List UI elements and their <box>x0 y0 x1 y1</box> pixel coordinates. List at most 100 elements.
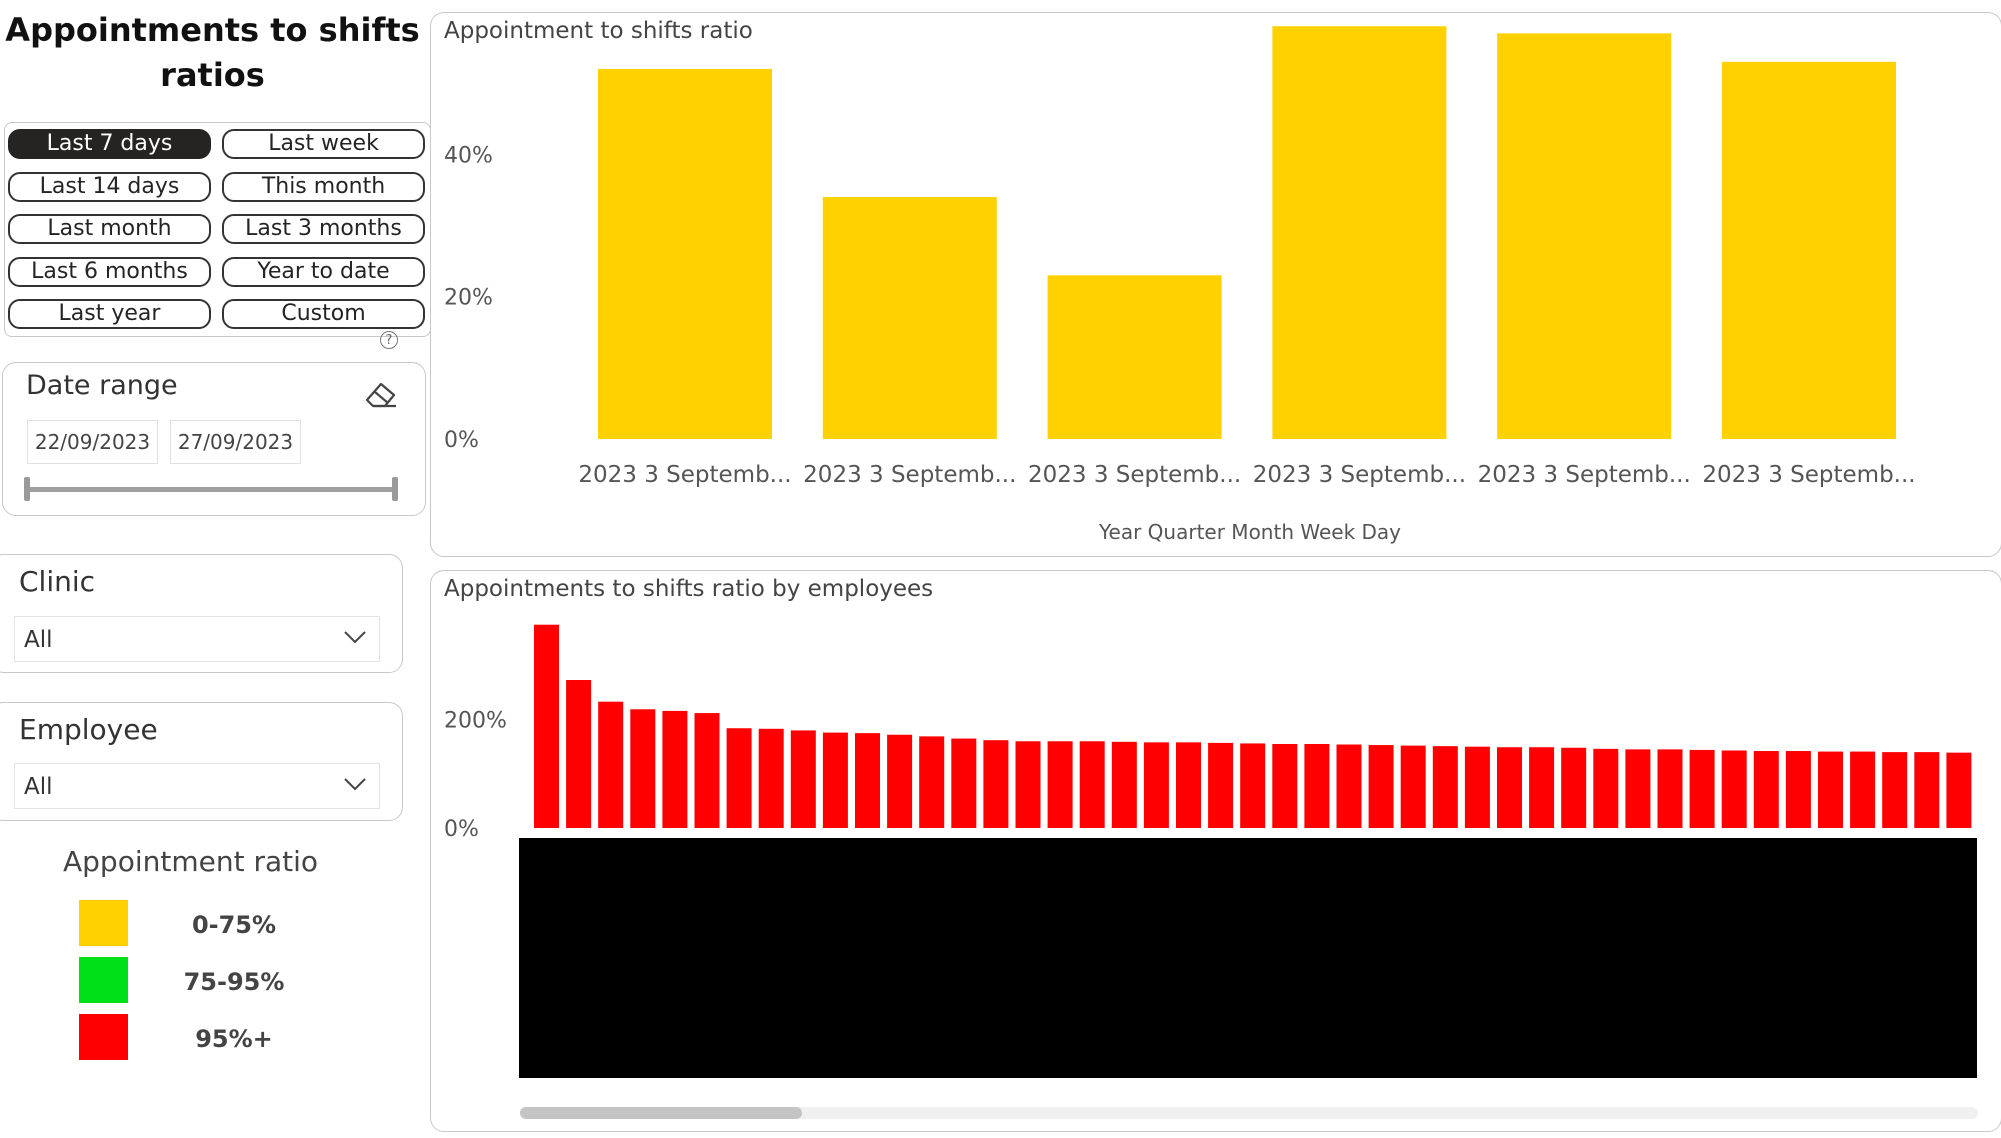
clinic-dropdown[interactable]: All <box>14 616 380 662</box>
bar <box>1914 752 1940 828</box>
bar <box>1946 752 1972 828</box>
legend-label-low: 0-75% <box>191 911 277 939</box>
bar <box>534 624 559 828</box>
bar <box>1882 752 1908 828</box>
legend-label-high: 95%+ <box>195 1025 273 1053</box>
chart-scrollbar-thumb[interactable] <box>520 1107 802 1119</box>
bar <box>566 680 592 828</box>
chevron-down-icon <box>344 778 366 791</box>
bar <box>1208 742 1234 828</box>
bar <box>1111 741 1137 828</box>
date-slider-end-handle[interactable] <box>392 477 398 501</box>
legend-label-mid: 75-95% <box>183 968 285 996</box>
clinic-dropdown-value: All <box>24 627 53 653</box>
legend-title: Appointment ratio <box>63 845 319 878</box>
employee-dropdown-value: All <box>24 774 53 800</box>
help-icon[interactable]: ? <box>380 331 398 349</box>
bar <box>1368 745 1394 828</box>
bar <box>598 68 772 439</box>
chevron-down-icon <box>344 631 366 644</box>
bar <box>1497 33 1672 439</box>
period-button-year-to-date[interactable]: Year to date <box>222 256 425 287</box>
bar <box>822 732 848 828</box>
y-tick-label: 0% <box>444 817 479 842</box>
legend-swatch-low <box>79 900 128 946</box>
ratio-chart: 0% 20% 40% 2023 3 Septemb... 2023 3 Septemb.… <box>444 26 1916 544</box>
bar <box>1657 749 1683 828</box>
date-range-title: Date range <box>26 370 178 401</box>
end-date-input[interactable]: 27/09/2023 <box>170 420 301 464</box>
clinic-slicer-title: Clinic <box>19 565 96 598</box>
bar <box>598 701 624 828</box>
bar <box>1464 746 1490 828</box>
bar <box>1272 26 1447 439</box>
bar <box>662 710 688 828</box>
period-button-last-6-months[interactable]: Last 6 months <box>8 256 211 287</box>
employee-chart-title: Appointments to shifts ratio by employee… <box>444 576 934 602</box>
legend-swatch-mid <box>79 957 128 1003</box>
date-slider-track[interactable] <box>26 487 396 492</box>
period-button-custom[interactable]: Custom <box>222 299 425 329</box>
bar <box>983 740 1009 828</box>
x-tick-label: 2023 3 Septemb... <box>578 462 791 488</box>
bar <box>726 728 752 828</box>
period-button-last-week[interactable]: Last week <box>222 129 425 159</box>
clinic-slicer <box>0 554 403 673</box>
x-axis-title: Year Quarter Month Week Day <box>1098 520 1401 544</box>
period-button-last-7-days[interactable]: Last 7 days <box>8 129 211 159</box>
period-button-last-3-months[interactable]: Last 3 months <box>222 214 425 244</box>
bar <box>1785 751 1811 828</box>
period-button-this-month[interactable]: This month <box>222 171 425 202</box>
bar <box>1015 741 1041 828</box>
y-tick-label: 200% <box>444 709 507 734</box>
date-slider-start-handle[interactable] <box>24 477 30 501</box>
bar <box>1240 743 1266 828</box>
bar <box>1079 741 1105 828</box>
start-date-input[interactable]: 22/09/2023 <box>27 420 158 464</box>
bar <box>1400 745 1426 828</box>
x-tick-label: 2023 3 Septemb... <box>803 462 1016 488</box>
redacted-axis-labels <box>519 838 1977 1078</box>
employee-slicer-title: Employee <box>19 713 158 746</box>
bar <box>1850 751 1876 828</box>
bar <box>1561 747 1587 828</box>
ratio-chart-title: Appointment to shifts ratio <box>444 18 753 44</box>
employee-slicer <box>0 702 403 821</box>
chart-scrollbar-track[interactable] <box>520 1107 1978 1119</box>
y-tick-label: 0% <box>444 428 479 453</box>
y-tick-label: 40% <box>444 143 493 168</box>
bar <box>758 728 784 828</box>
bar <box>1176 742 1201 828</box>
bar <box>1529 747 1555 828</box>
bar <box>951 738 977 828</box>
period-button-last-year[interactable]: Last year <box>8 299 211 329</box>
x-tick-label: 2023 3 Septemb... <box>1478 462 1691 488</box>
period-button-last-month[interactable]: Last month <box>8 214 211 244</box>
x-tick-label: 2023 3 Septemb... <box>1702 462 1915 488</box>
bar <box>1272 743 1298 828</box>
bar <box>1722 61 1896 440</box>
period-button-last-14-days[interactable]: Last 14 days <box>8 171 211 202</box>
employee-dropdown[interactable]: All <box>14 763 380 809</box>
bar <box>1432 746 1458 828</box>
bar <box>1497 747 1522 828</box>
bar <box>1818 751 1843 828</box>
bar <box>822 197 997 439</box>
x-tick-label: 2023 3 Septemb... <box>1253 462 1466 488</box>
legend-swatch-high <box>79 1014 128 1060</box>
bar <box>1721 750 1747 828</box>
bar <box>1304 743 1330 828</box>
bar <box>790 730 816 828</box>
bar <box>630 709 656 828</box>
eraser-icon[interactable] <box>363 378 399 410</box>
bar <box>1625 749 1651 828</box>
bar <box>694 713 720 828</box>
y-tick-label: 20% <box>444 286 493 311</box>
bar <box>1593 748 1619 828</box>
bar <box>1143 742 1169 828</box>
bar <box>1689 749 1715 828</box>
bar <box>887 734 913 828</box>
bar <box>855 733 880 828</box>
page-title: Appointments to shifts ratios <box>5 11 420 94</box>
bar <box>1047 275 1222 439</box>
